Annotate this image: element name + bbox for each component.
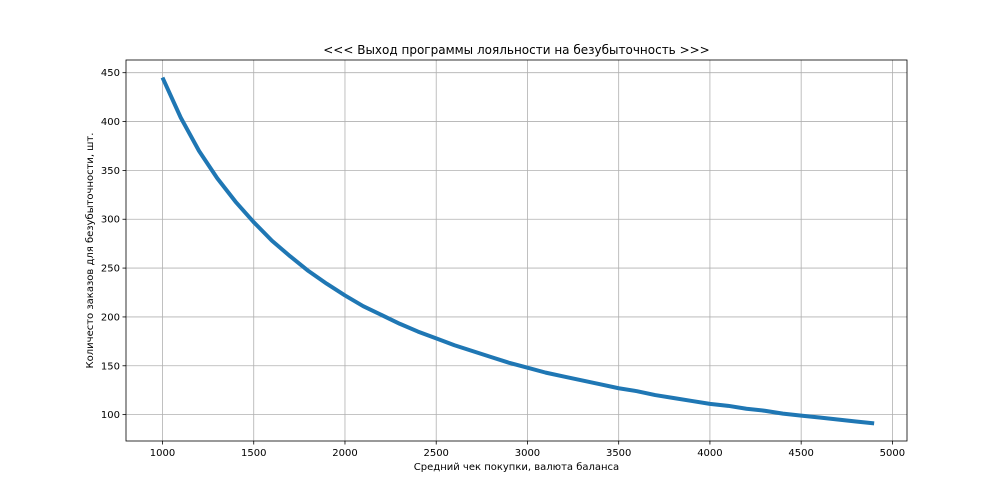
y-tick-label: 400 xyxy=(101,117,120,128)
x-axis-label: Средний чек покупки, валюта баланса xyxy=(414,462,619,473)
chart-title: <<< Выход программы лояльности на безубы… xyxy=(323,43,709,57)
x-tick-label: 3500 xyxy=(606,448,631,459)
x-tick-label: 1000 xyxy=(150,448,175,459)
y-tick-label: 450 xyxy=(101,68,120,79)
x-tick-label: 4500 xyxy=(788,448,813,459)
series-layer xyxy=(160,76,875,426)
y-tick-label: 200 xyxy=(101,312,120,323)
ticks: 1000 1500 2000 2500 3000 3500 4000 4500 5000 100 1… xyxy=(101,68,905,459)
y-tick-label: 300 xyxy=(101,215,120,226)
plot-frame xyxy=(125,59,908,442)
x-tick-label: 5000 xyxy=(880,448,905,459)
x-tick-label: 2000 xyxy=(332,448,357,459)
series-line xyxy=(160,76,875,426)
x-tick-label: 1500 xyxy=(241,448,266,459)
x-tick-label: 4000 xyxy=(697,448,722,459)
y-tick-label: 350 xyxy=(101,166,120,177)
y-tick-label: 250 xyxy=(101,264,120,275)
y-tick-label: 150 xyxy=(101,361,120,372)
x-tick-label: 3000 xyxy=(515,448,540,459)
x-tick-label: 2500 xyxy=(423,448,448,459)
y-axis-label: Количесто заказов для безубыточности, шт… xyxy=(85,133,96,369)
y-tick-label: 100 xyxy=(101,410,120,421)
